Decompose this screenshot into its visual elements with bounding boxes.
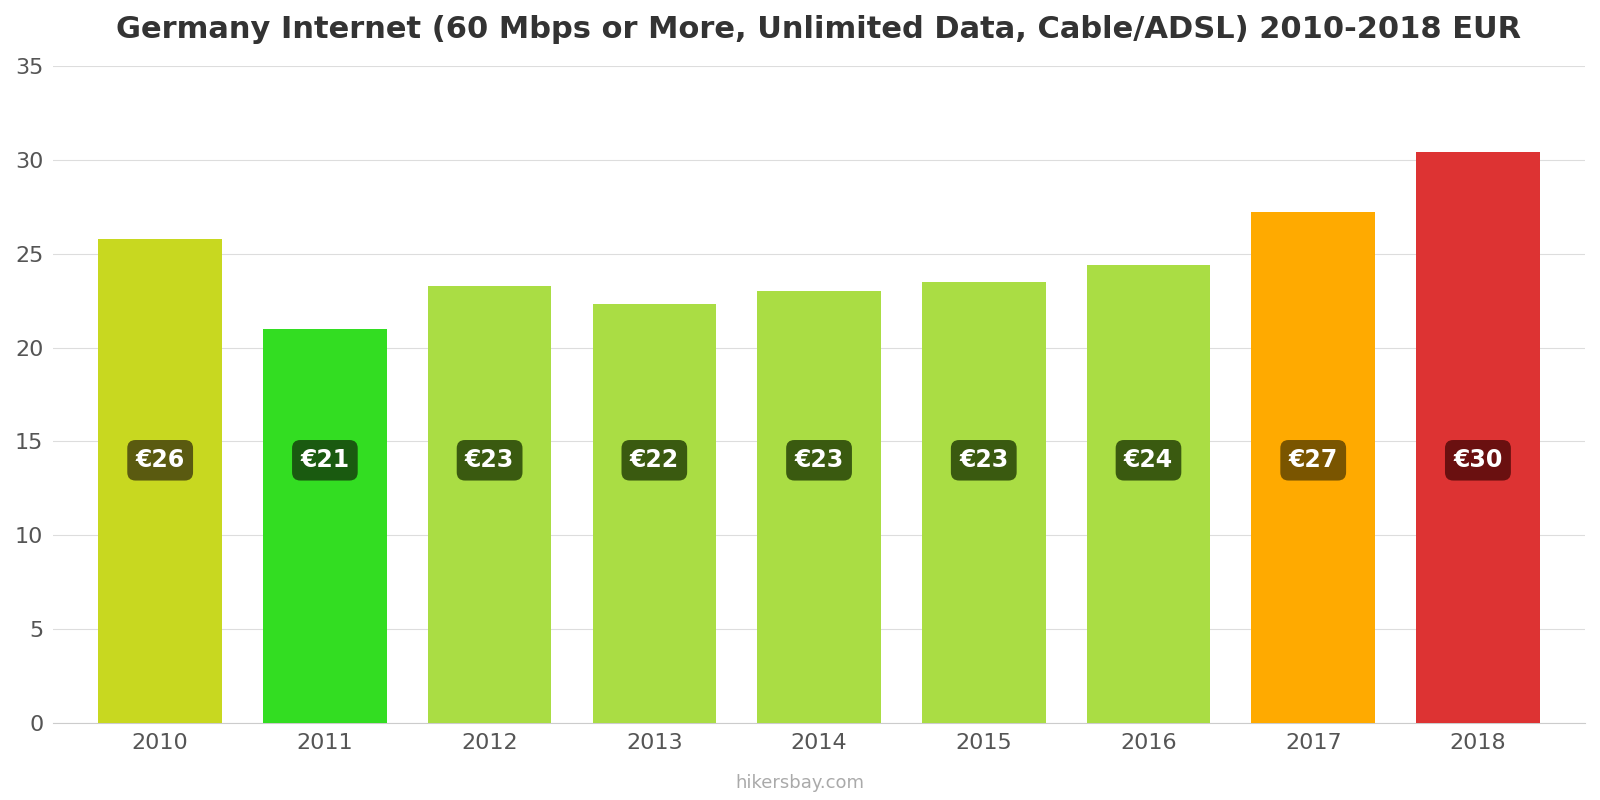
Text: €23: €23	[795, 448, 843, 472]
Text: €21: €21	[301, 448, 349, 472]
Text: €30: €30	[1453, 448, 1502, 472]
Title: Germany Internet (60 Mbps or More, Unlimited Data, Cable/ADSL) 2010-2018 EUR: Germany Internet (60 Mbps or More, Unlim…	[117, 15, 1522, 44]
Text: €23: €23	[466, 448, 514, 472]
Bar	[427, 286, 552, 723]
Text: €26: €26	[136, 448, 184, 472]
Bar	[1251, 212, 1374, 723]
Text: €24: €24	[1123, 448, 1173, 472]
Bar	[98, 238, 222, 723]
Bar	[757, 291, 882, 723]
Text: €27: €27	[1288, 448, 1338, 472]
Bar	[922, 282, 1045, 723]
Bar	[262, 329, 387, 723]
Bar	[592, 304, 717, 723]
Text: hikersbay.com: hikersbay.com	[736, 774, 864, 792]
Text: €22: €22	[630, 448, 678, 472]
Bar	[1086, 265, 1210, 723]
Text: €23: €23	[958, 448, 1008, 472]
Bar	[1416, 152, 1539, 723]
